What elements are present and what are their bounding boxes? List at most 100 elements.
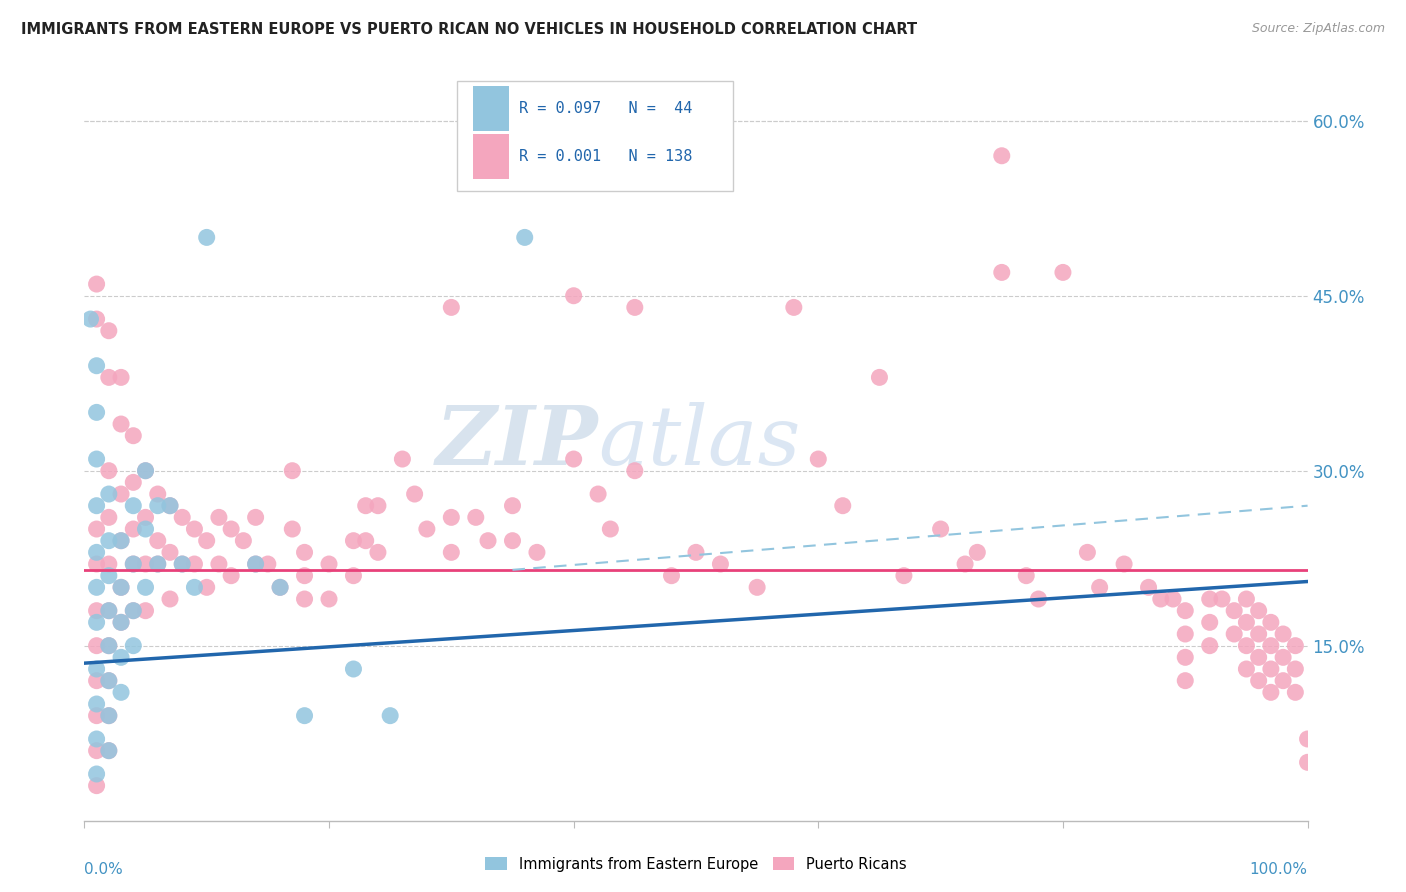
- Point: [219, 568, 242, 582]
- Point: [159, 592, 181, 607]
- Point: [146, 557, 169, 571]
- Point: [1198, 592, 1220, 607]
- Point: [135, 580, 157, 594]
- Point: [195, 533, 218, 548]
- Point: [135, 464, 157, 478]
- Point: [122, 557, 145, 571]
- FancyBboxPatch shape: [474, 86, 509, 131]
- Point: [367, 499, 389, 513]
- Point: [869, 370, 891, 384]
- Point: [110, 417, 132, 431]
- Point: [685, 545, 707, 559]
- Point: [110, 370, 132, 384]
- Point: [1260, 685, 1282, 699]
- Point: [1247, 604, 1270, 618]
- Point: [110, 615, 132, 630]
- Point: [318, 557, 340, 571]
- Point: [1260, 639, 1282, 653]
- Point: [122, 604, 145, 618]
- Point: [86, 359, 108, 373]
- Point: [183, 557, 205, 571]
- Point: [97, 673, 120, 688]
- Point: [86, 615, 108, 630]
- Point: [953, 557, 976, 571]
- Point: [342, 533, 364, 548]
- Point: [172, 557, 194, 571]
- Point: [86, 639, 108, 653]
- Point: [380, 708, 402, 723]
- Point: [159, 499, 181, 513]
- Point: [1028, 592, 1050, 607]
- Point: [97, 604, 120, 618]
- Point: [146, 533, 169, 548]
- Point: [1260, 615, 1282, 630]
- Point: [110, 580, 132, 594]
- Point: [110, 685, 132, 699]
- Point: [1247, 650, 1270, 665]
- Point: [97, 673, 120, 688]
- Point: [1211, 592, 1233, 607]
- Point: [354, 533, 377, 548]
- Point: [86, 557, 108, 571]
- Point: [1198, 615, 1220, 630]
- Point: [110, 533, 132, 548]
- Point: [135, 522, 157, 536]
- Point: [97, 639, 120, 653]
- Point: [122, 428, 145, 442]
- FancyBboxPatch shape: [474, 134, 509, 178]
- Point: [110, 615, 132, 630]
- Point: [1272, 627, 1295, 641]
- Point: [1076, 545, 1098, 559]
- Point: [807, 452, 830, 467]
- Point: [709, 557, 731, 571]
- Point: [86, 545, 108, 559]
- Point: [195, 230, 218, 244]
- Point: [464, 510, 486, 524]
- Point: [1174, 627, 1197, 641]
- Point: [1174, 650, 1197, 665]
- Point: [86, 499, 108, 513]
- Point: [1088, 580, 1111, 594]
- Point: [86, 731, 108, 746]
- Point: [159, 499, 181, 513]
- Point: [110, 650, 132, 665]
- Point: [86, 779, 108, 793]
- Point: [586, 487, 609, 501]
- Point: [86, 697, 108, 711]
- Point: [232, 533, 254, 548]
- Point: [219, 522, 242, 536]
- Point: [624, 464, 647, 478]
- Text: atlas: atlas: [598, 401, 800, 482]
- Point: [513, 230, 536, 244]
- Point: [661, 568, 683, 582]
- Text: R = 0.001   N = 138: R = 0.001 N = 138: [519, 149, 692, 164]
- Point: [294, 568, 316, 582]
- Text: Source: ZipAtlas.com: Source: ZipAtlas.com: [1251, 22, 1385, 36]
- Point: [1223, 627, 1246, 641]
- Text: 0.0%: 0.0%: [84, 863, 124, 878]
- Point: [1284, 685, 1306, 699]
- Point: [86, 580, 108, 594]
- Point: [1174, 673, 1197, 688]
- Point: [783, 301, 806, 315]
- Point: [122, 639, 145, 653]
- Point: [294, 545, 316, 559]
- Point: [367, 545, 389, 559]
- Point: [86, 662, 108, 676]
- Point: [97, 708, 120, 723]
- Point: [294, 592, 316, 607]
- Point: [172, 557, 194, 571]
- Point: [1296, 731, 1319, 746]
- Text: 100.0%: 100.0%: [1250, 863, 1308, 878]
- Point: [146, 499, 169, 513]
- Point: [1052, 265, 1074, 279]
- Point: [159, 545, 181, 559]
- Point: [135, 604, 157, 618]
- Point: [86, 312, 108, 326]
- Point: [747, 580, 769, 594]
- Point: [195, 580, 218, 594]
- Point: [122, 522, 145, 536]
- Point: [281, 522, 304, 536]
- Point: [342, 568, 364, 582]
- Legend: Immigrants from Eastern Europe, Puerto Ricans: Immigrants from Eastern Europe, Puerto R…: [479, 851, 912, 878]
